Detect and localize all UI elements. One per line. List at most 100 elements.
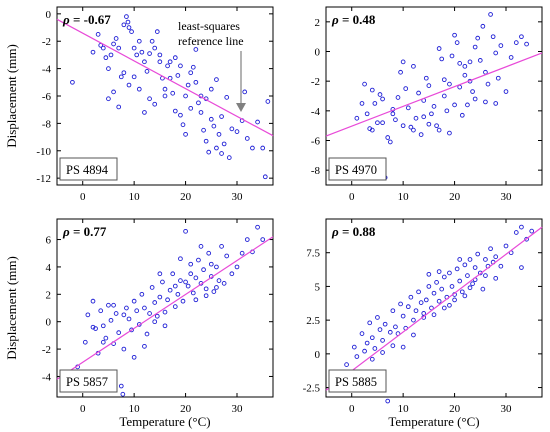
data-point	[131, 354, 137, 360]
x-tick-label: 10	[398, 403, 410, 415]
data-point	[426, 284, 432, 289]
data-point	[255, 224, 260, 230]
data-point	[162, 323, 168, 329]
data-point	[398, 69, 403, 75]
data-point	[372, 101, 378, 106]
data-point	[121, 346, 127, 352]
data-point	[134, 52, 140, 58]
data-point	[351, 344, 357, 350]
data-point	[493, 101, 499, 106]
data-point	[180, 122, 186, 128]
data-point	[377, 92, 383, 97]
data-point	[405, 304, 411, 310]
y-tick-label: 0	[46, 317, 52, 329]
data-point	[490, 34, 496, 40]
data-point	[190, 290, 196, 296]
ps-label: PS 4970	[335, 163, 377, 177]
data-point	[431, 312, 437, 318]
data-point	[147, 96, 152, 102]
y-tick-label: -8	[311, 165, 321, 177]
data-point	[452, 32, 457, 38]
data-point	[498, 263, 504, 269]
data-point	[411, 63, 416, 69]
data-point	[154, 313, 160, 319]
data-point	[103, 335, 109, 341]
y-tick-label: 0	[315, 349, 321, 361]
data-point	[369, 356, 375, 362]
data-point	[113, 36, 119, 41]
data-point	[395, 95, 401, 100]
data-point	[441, 274, 447, 280]
data-point	[400, 344, 406, 350]
rho-label: ρ = 0.88	[331, 224, 376, 239]
data-point	[214, 77, 219, 82]
data-point	[157, 271, 163, 277]
data-point	[436, 127, 442, 133]
data-point	[413, 115, 419, 121]
data-point	[134, 308, 140, 314]
y-tick-label: 5	[315, 281, 321, 293]
x-tick-label: 0	[349, 191, 355, 203]
data-point	[160, 279, 165, 285]
data-point	[152, 300, 158, 305]
y-axis-label: Displacement (mm)	[4, 44, 19, 148]
data-point	[142, 343, 147, 349]
data-point	[152, 319, 158, 325]
data-point	[472, 96, 478, 102]
data-point	[454, 40, 460, 45]
data-point	[172, 108, 178, 114]
data-point	[162, 309, 168, 315]
ps-label-box	[328, 369, 387, 393]
panel-ps5885: 7.5 5 2.5 0 -2.5 0 10 20 30 ρ = 0.88 PS 5885 Te…	[303, 218, 543, 429]
data-point	[524, 236, 529, 242]
y-ticks: 2 0 -2 -4 -6 -8	[311, 17, 542, 177]
data-point	[400, 313, 406, 319]
data-point	[480, 23, 486, 29]
data-point	[436, 269, 442, 274]
data-point	[513, 40, 519, 45]
data-point	[183, 131, 188, 137]
y-tick-label: -8	[42, 118, 52, 130]
data-point	[390, 343, 396, 349]
data-point	[441, 93, 447, 99]
data-point	[452, 297, 457, 303]
y-tick-label: -6	[311, 136, 321, 148]
x-tick-label: 20	[449, 191, 461, 203]
data-point	[183, 228, 188, 234]
data-point	[178, 112, 183, 118]
data-point	[426, 271, 432, 277]
data-point	[493, 254, 499, 260]
data-point	[477, 58, 483, 63]
data-point	[118, 383, 124, 389]
data-point	[519, 34, 524, 40]
data-point	[193, 79, 199, 85]
y-tick-label: 0	[315, 47, 321, 59]
fit-line	[56, 236, 274, 380]
data-point	[447, 270, 452, 276]
data-point	[167, 59, 173, 65]
data-point	[185, 283, 191, 289]
data-point	[165, 297, 170, 303]
fit-line	[325, 226, 543, 391]
data-point	[131, 74, 137, 80]
data-point	[219, 244, 224, 249]
data-point	[139, 49, 145, 55]
data-point	[219, 151, 224, 156]
data-point	[390, 111, 396, 117]
data-point	[111, 89, 116, 95]
data-point	[172, 55, 178, 61]
data-point	[244, 237, 250, 242]
data-points	[354, 12, 529, 180]
data-point	[162, 86, 168, 92]
data-point	[265, 99, 271, 104]
data-point	[142, 110, 147, 115]
y-ticks: 0 -2 -4 -6 -8 -10 -12	[36, 9, 273, 185]
data-point	[165, 63, 170, 69]
x-ticks: 0 10 20 30	[349, 7, 512, 203]
data-point	[126, 82, 132, 88]
data-point	[393, 117, 398, 123]
y-tick-label: -6	[42, 91, 52, 103]
data-point	[413, 308, 419, 314]
data-point	[111, 41, 116, 47]
data-point	[488, 12, 493, 17]
